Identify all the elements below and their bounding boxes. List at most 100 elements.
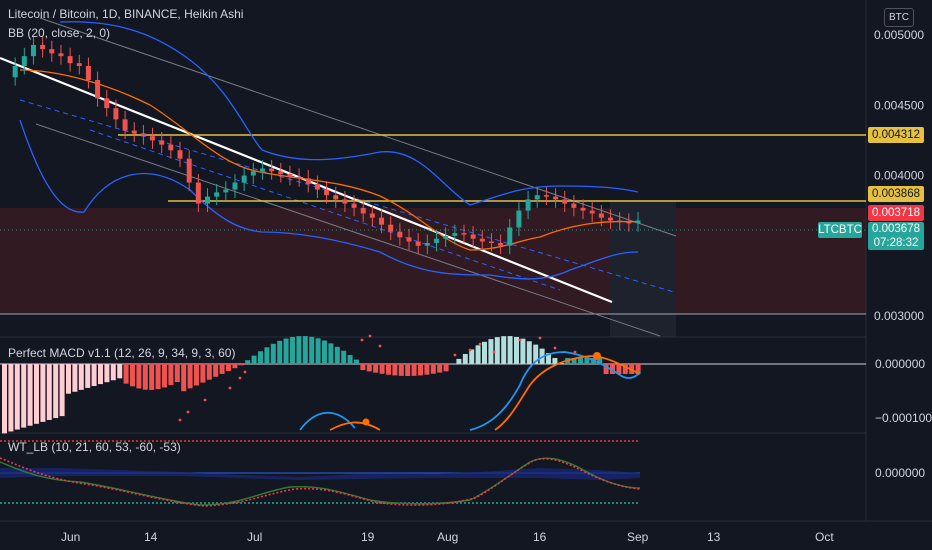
macd-histogram-bar (430, 364, 436, 374)
macd-histogram-bar (277, 340, 283, 364)
macd-dot (186, 410, 190, 414)
candle-body (131, 130, 137, 134)
price-axis-tick-2: 0.004000 (874, 169, 924, 183)
macd-histogram-bar (501, 336, 507, 364)
macd-histogram-bar (469, 349, 475, 364)
macd-histogram-bar (558, 363, 564, 364)
macd-histogram-bar (398, 364, 404, 376)
candle-body (580, 207, 586, 211)
macd-histogram-bar (155, 364, 161, 390)
macd-histogram-bar (136, 364, 142, 389)
candle-body (269, 168, 275, 172)
macd-histogram-bar (494, 337, 500, 364)
macd-histogram-bar (27, 364, 33, 426)
macd-dot (453, 353, 457, 357)
candle-body (30, 44, 36, 57)
macd-histogram-bar (21, 364, 27, 428)
macd-histogram-bar (245, 360, 251, 364)
macd-dot (518, 338, 522, 342)
macd-cross-marker-2 (362, 418, 370, 426)
macd-histogram-bar (53, 364, 59, 419)
macd-dot (468, 348, 472, 352)
macd-histogram-bar (117, 364, 123, 379)
macd-axis-tick-0: 0.000000 (875, 357, 925, 371)
candle-body (479, 238, 485, 242)
macd-dot (573, 350, 577, 354)
candle-body (635, 220, 641, 224)
macd-histogram-bar (264, 347, 270, 364)
macd-histogram-bar (85, 364, 91, 388)
time-label-16: 16 (533, 530, 547, 544)
time-label-aug: Aug (437, 530, 458, 544)
candle-body (525, 199, 531, 211)
candle-body (186, 158, 192, 183)
bb-legend[interactable]: BB (20, close, 2, 0) (8, 26, 111, 40)
macd-histogram-bar (194, 364, 199, 386)
candle-body (67, 56, 73, 64)
candle-body (415, 241, 421, 246)
macd-histogram-bar (347, 355, 353, 364)
time-label-jul: Jul (247, 530, 262, 544)
macd-histogram-bar (475, 345, 481, 364)
macd-histogram-bar (219, 364, 225, 374)
candle-body (534, 195, 540, 200)
candle-body (598, 213, 604, 218)
wt-legend[interactable]: WT_LB (10, 21, 60, 53, -60, -53) (8, 440, 181, 454)
candle-body (369, 213, 375, 218)
macd-histogram-bar (290, 336, 295, 364)
candle-body (49, 49, 55, 54)
candle-body (40, 44, 46, 50)
macd-dots (178, 334, 577, 422)
macd-histogram-bar (334, 346, 340, 364)
macd-dot (360, 338, 364, 342)
macd-histogram-bar (520, 338, 526, 364)
macd-histogram-bar (130, 364, 135, 387)
wt2-line (0, 457, 641, 507)
macd-histogram-bar (59, 364, 65, 417)
candle-body (488, 241, 494, 244)
candle-body (104, 98, 110, 109)
candle-body (626, 221, 632, 224)
candle-body (498, 242, 504, 246)
time-label-oct: Oct (815, 530, 834, 544)
macd-histogram-bar (616, 364, 622, 374)
candle-body (324, 189, 330, 196)
macd-dot (238, 376, 242, 380)
macd-histogram-bar (443, 364, 449, 372)
candle-body (617, 220, 623, 222)
macd-histogram-bar (98, 364, 103, 385)
macd-histogram-bar (181, 364, 187, 392)
candle-body (333, 195, 339, 200)
macd-legend[interactable]: Perfect MACD v1.1 (12, 26, 9, 34, 9, 3, … (8, 346, 236, 360)
macd-histogram-bar (386, 364, 391, 375)
macd-histogram-bar (482, 341, 487, 364)
candle-body (424, 242, 430, 246)
candle-body (379, 217, 385, 225)
macd-histogram-bar (405, 364, 411, 376)
candle-body (159, 140, 165, 145)
macd-histogram-bar (149, 364, 155, 390)
candle-body (113, 108, 119, 120)
macd-histogram-bar (424, 364, 430, 375)
macd-dot (378, 344, 382, 348)
macd-dot (178, 418, 182, 422)
candle-body (296, 176, 302, 179)
candle-body (452, 233, 458, 236)
candle-body (433, 238, 439, 243)
candle-body (12, 65, 18, 78)
macd-histogram-bar (270, 343, 276, 364)
candle-body (571, 203, 577, 208)
macd-histogram-bar (514, 336, 519, 364)
macd-dot (368, 334, 372, 338)
candle-body (168, 144, 174, 151)
candle-body (95, 80, 101, 99)
bollinger-lower-band (19, 119, 639, 280)
macd-histogram-bar (597, 358, 603, 364)
candle-body (342, 199, 348, 204)
currency-badge[interactable]: BTC (884, 8, 914, 27)
macd-dot (203, 398, 207, 402)
macd-dot (538, 336, 542, 340)
symbol-tag: LTCBTC (818, 222, 862, 238)
